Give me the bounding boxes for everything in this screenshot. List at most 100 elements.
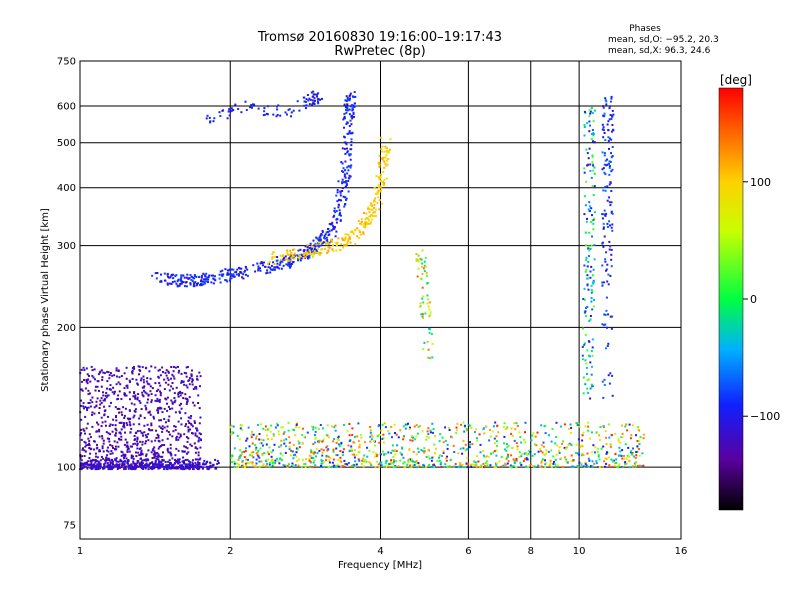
data-point bbox=[345, 111, 348, 114]
data-point bbox=[85, 465, 87, 468]
data-point bbox=[343, 181, 346, 184]
data-point bbox=[287, 463, 290, 466]
data-point bbox=[151, 468, 154, 471]
data-point bbox=[637, 426, 640, 428]
data-point bbox=[535, 444, 538, 447]
data-point bbox=[183, 450, 186, 453]
data-point bbox=[368, 215, 371, 218]
data-point bbox=[589, 270, 592, 273]
data-point bbox=[113, 374, 116, 377]
data-point bbox=[595, 460, 598, 463]
data-point bbox=[425, 456, 428, 458]
data-point bbox=[604, 323, 607, 326]
data-point bbox=[210, 274, 213, 277]
data-point bbox=[194, 434, 197, 437]
data-point bbox=[327, 242, 330, 245]
data-point bbox=[250, 451, 253, 454]
data-point bbox=[357, 458, 360, 461]
data-point bbox=[141, 443, 144, 446]
data-point bbox=[122, 406, 125, 409]
data-point bbox=[347, 177, 350, 180]
data-point bbox=[351, 109, 354, 112]
data-point bbox=[95, 459, 97, 462]
data-point bbox=[601, 168, 604, 171]
data-point bbox=[586, 372, 588, 375]
data-point bbox=[516, 448, 519, 451]
data-point bbox=[109, 384, 112, 387]
data-point bbox=[188, 465, 191, 468]
data-point bbox=[607, 136, 610, 139]
data-point bbox=[488, 429, 491, 431]
data-point bbox=[592, 140, 594, 143]
data-point bbox=[90, 464, 93, 467]
data-point bbox=[102, 394, 105, 397]
data-point bbox=[177, 467, 180, 470]
data-point bbox=[114, 445, 117, 448]
data-point bbox=[343, 126, 345, 129]
data-point bbox=[587, 391, 590, 394]
data-point bbox=[117, 397, 120, 400]
data-point bbox=[634, 465, 637, 468]
data-point bbox=[395, 450, 398, 453]
data-point bbox=[483, 456, 486, 458]
data-point bbox=[153, 456, 156, 459]
data-point bbox=[178, 369, 181, 372]
data-point bbox=[192, 285, 195, 288]
data-point bbox=[109, 433, 112, 436]
y-tick-label: 750 bbox=[57, 57, 76, 68]
data-point bbox=[183, 445, 186, 448]
data-point bbox=[470, 466, 473, 468]
data-point bbox=[123, 393, 126, 396]
data-point bbox=[236, 466, 238, 469]
data-point bbox=[346, 106, 348, 109]
data-point bbox=[372, 451, 375, 454]
data-point bbox=[87, 393, 90, 396]
data-point bbox=[341, 181, 344, 184]
data-point bbox=[115, 367, 118, 370]
data-point bbox=[145, 408, 148, 411]
data-point bbox=[611, 109, 614, 112]
data-point bbox=[359, 231, 362, 234]
data-point bbox=[621, 436, 624, 439]
data-point bbox=[524, 431, 526, 434]
data-point bbox=[548, 464, 551, 467]
data-point bbox=[594, 211, 596, 214]
data-point bbox=[586, 217, 588, 220]
data-point bbox=[251, 442, 254, 445]
data-point bbox=[407, 461, 410, 464]
data-point bbox=[185, 285, 188, 288]
data-point bbox=[271, 256, 274, 259]
data-point bbox=[362, 459, 365, 462]
data-point bbox=[110, 458, 113, 461]
data-point bbox=[380, 148, 383, 151]
trace-vertical-streak-11-4MHz bbox=[601, 95, 615, 399]
data-point bbox=[183, 371, 186, 374]
data-point bbox=[170, 366, 173, 368]
data-point bbox=[127, 467, 130, 470]
data-point bbox=[192, 401, 195, 404]
data-point bbox=[301, 434, 304, 436]
data-point bbox=[633, 462, 636, 465]
data-point bbox=[507, 460, 510, 462]
data-point bbox=[635, 434, 637, 437]
data-point bbox=[168, 389, 171, 392]
data-point bbox=[88, 440, 91, 443]
data-point bbox=[145, 440, 147, 443]
data-point bbox=[184, 412, 187, 415]
data-point bbox=[249, 454, 251, 457]
data-point bbox=[259, 267, 261, 270]
data-point bbox=[94, 378, 96, 381]
data-point bbox=[610, 201, 613, 204]
data-point bbox=[603, 132, 606, 134]
data-point bbox=[605, 309, 608, 312]
data-point bbox=[183, 462, 186, 465]
data-point bbox=[607, 313, 610, 316]
data-point bbox=[213, 117, 216, 120]
data-point bbox=[304, 245, 307, 248]
data-point bbox=[142, 381, 145, 384]
data-point bbox=[605, 347, 607, 350]
x-tick-label: 6 bbox=[465, 546, 471, 557]
data-point bbox=[466, 448, 469, 451]
data-point bbox=[306, 255, 309, 258]
data-point bbox=[299, 259, 302, 262]
